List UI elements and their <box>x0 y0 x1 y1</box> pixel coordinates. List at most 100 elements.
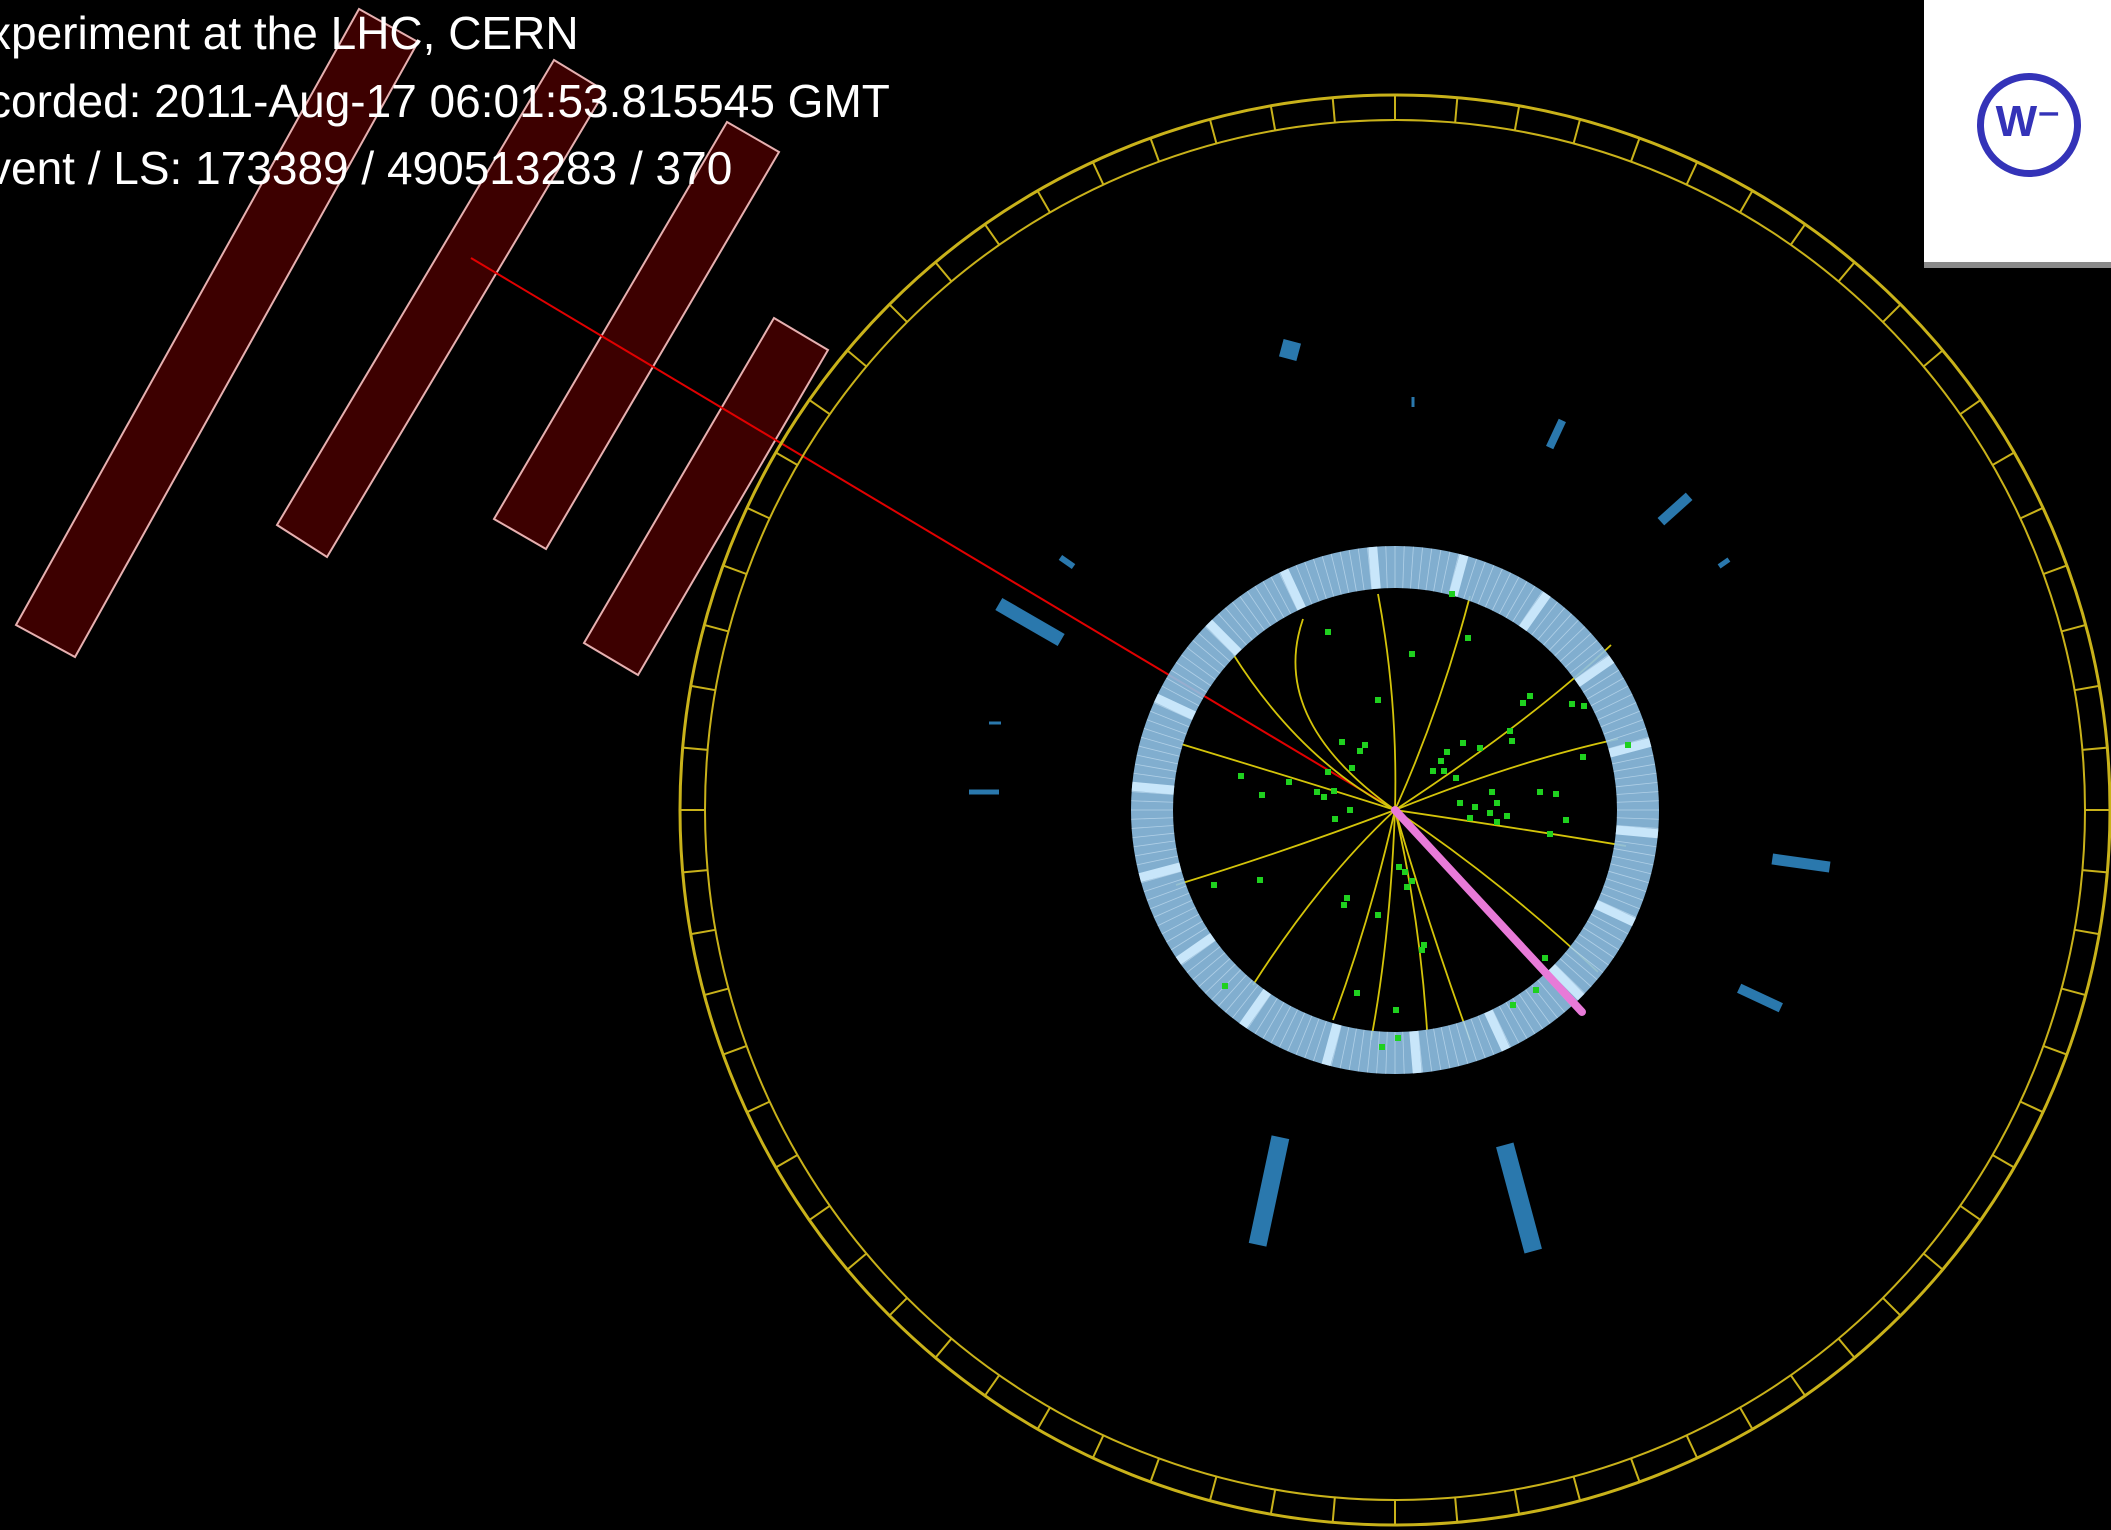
inner-ring-strip <box>1247 590 1272 627</box>
inner-ring-strip <box>1417 1030 1423 1073</box>
inner-ring-strip <box>1448 1025 1460 1067</box>
tracker-hit <box>1421 942 1427 948</box>
inner-ring-strip <box>1192 952 1226 981</box>
inner-ring-strip <box>1402 546 1405 589</box>
outer-ring-segment <box>1036 190 1051 213</box>
inner-ring-strip <box>1131 817 1174 820</box>
inner-ring-strip <box>1136 855 1178 866</box>
tracker-hit <box>1467 815 1473 821</box>
inner-ring-strip <box>1295 1015 1313 1055</box>
inner-ring-strip <box>1270 576 1292 615</box>
inner-ring-strip <box>1606 878 1647 892</box>
tracker-hit <box>1510 1002 1516 1008</box>
inner-ring-strip <box>1612 754 1654 765</box>
tracker-hit <box>1509 738 1515 744</box>
outer-ring-segment <box>808 1204 831 1221</box>
tracker-hit <box>1438 758 1444 764</box>
tracker-hit <box>1314 789 1320 795</box>
inner-ring-strip <box>1491 572 1512 611</box>
outer-ring-segment <box>1513 105 1521 131</box>
outer-ring-segment <box>1739 190 1754 213</box>
inner-ring-strip <box>1304 561 1320 602</box>
inner-ring-strip <box>1491 1009 1512 1048</box>
outer-ring-segment <box>888 303 908 323</box>
outer-ring-segment <box>2019 1100 2044 1114</box>
outer-ring-segment <box>934 261 953 283</box>
tracker-hit <box>1238 773 1244 779</box>
inner-ring-strip <box>1166 677 1203 700</box>
inner-ring-strip <box>1616 791 1659 795</box>
inner-ring-module <box>1131 781 1175 795</box>
inner-ring-strip <box>1614 772 1657 780</box>
tracker-hit <box>1489 789 1495 795</box>
inner-ring-strip <box>1146 719 1187 735</box>
charged-track <box>1394 809 1627 847</box>
outer-ring-segment <box>2082 869 2108 874</box>
inner-ring-strip <box>1614 840 1657 848</box>
charged-track <box>1252 809 1396 986</box>
outer-ring-segment <box>704 623 729 633</box>
outer-ring-segment <box>722 564 747 575</box>
tracker-hit <box>1444 749 1450 755</box>
tracker-hit <box>1325 769 1331 775</box>
inner-ring-strip <box>1440 1027 1451 1069</box>
inner-ring-strip <box>1463 558 1477 599</box>
outer-ring-segment <box>2082 746 2108 751</box>
inner-ring-strip <box>1537 607 1566 641</box>
outer-ring-segment <box>888 1297 908 1317</box>
inner-ring-strip <box>1583 669 1620 693</box>
inner-ring-module <box>1175 933 1216 965</box>
calorimeter-tower <box>1737 983 1783 1013</box>
inner-ring-strip <box>1321 556 1335 597</box>
inner-ring-strip <box>1186 946 1221 973</box>
inner-ring-strip <box>1134 848 1177 857</box>
tracker-hit <box>1357 748 1363 754</box>
tracker-hit <box>1419 947 1425 953</box>
outer-ring-segment <box>846 1252 868 1271</box>
inner-ring-strip <box>1574 654 1609 680</box>
inner-ring-strip <box>1587 677 1624 700</box>
tracker-hit <box>1520 700 1526 706</box>
charged-track <box>1394 809 1428 1031</box>
inner-ring-strip <box>1131 800 1174 803</box>
inner-ring-strip <box>1339 551 1350 593</box>
experiment-caption: xperiment at the LHC, CERN <box>0 7 579 59</box>
tracker-hit <box>1580 754 1586 760</box>
inner-ring-strip <box>1181 654 1216 680</box>
tracker-hit <box>1504 813 1510 819</box>
tracker-hit <box>1396 864 1402 870</box>
muon-track <box>470 257 1396 811</box>
outer-ring-segment <box>2019 506 2044 520</box>
inner-ring-strip <box>1150 710 1190 728</box>
outer-ring-segment <box>1091 161 1105 186</box>
tracker-hit <box>1211 882 1217 888</box>
inner-ring-module <box>1239 988 1271 1029</box>
inner-ring-strip <box>1402 1031 1405 1074</box>
tracker-hit <box>1409 878 1415 884</box>
inner-ring-module <box>1409 1030 1422 1074</box>
outer-ring-segment <box>2043 1045 2068 1056</box>
inner-ring-strip <box>1224 979 1253 1013</box>
inner-ring-module <box>1138 862 1182 882</box>
tracker-hit <box>1395 1035 1401 1041</box>
inner-ring-strip <box>1367 547 1373 590</box>
tracker-hit <box>1453 775 1459 781</box>
charged-track <box>1294 618 1396 811</box>
outer-ring-segment <box>1208 1476 1218 1501</box>
inner-ring-strip <box>1564 639 1598 668</box>
outer-ring-segment <box>1091 1434 1105 1459</box>
inner-ring-strip <box>1578 933 1615 958</box>
inner-ring-strip <box>1262 581 1285 618</box>
calorimeter-tower <box>1411 397 1415 407</box>
inner-ring-strip <box>1484 568 1503 608</box>
charged-track <box>1175 809 1396 886</box>
tracker-hit <box>1472 804 1478 810</box>
muon-chamber <box>14 7 420 659</box>
inner-ring-strip <box>1559 633 1592 662</box>
inner-ring-strip <box>1477 1015 1495 1055</box>
tracker-hit <box>1375 912 1381 918</box>
inner-ring-strip <box>1131 791 1174 795</box>
tracker-hit <box>1494 819 1500 825</box>
inner-ring-module <box>1574 655 1615 687</box>
inner-ring-strip <box>1608 870 1649 884</box>
